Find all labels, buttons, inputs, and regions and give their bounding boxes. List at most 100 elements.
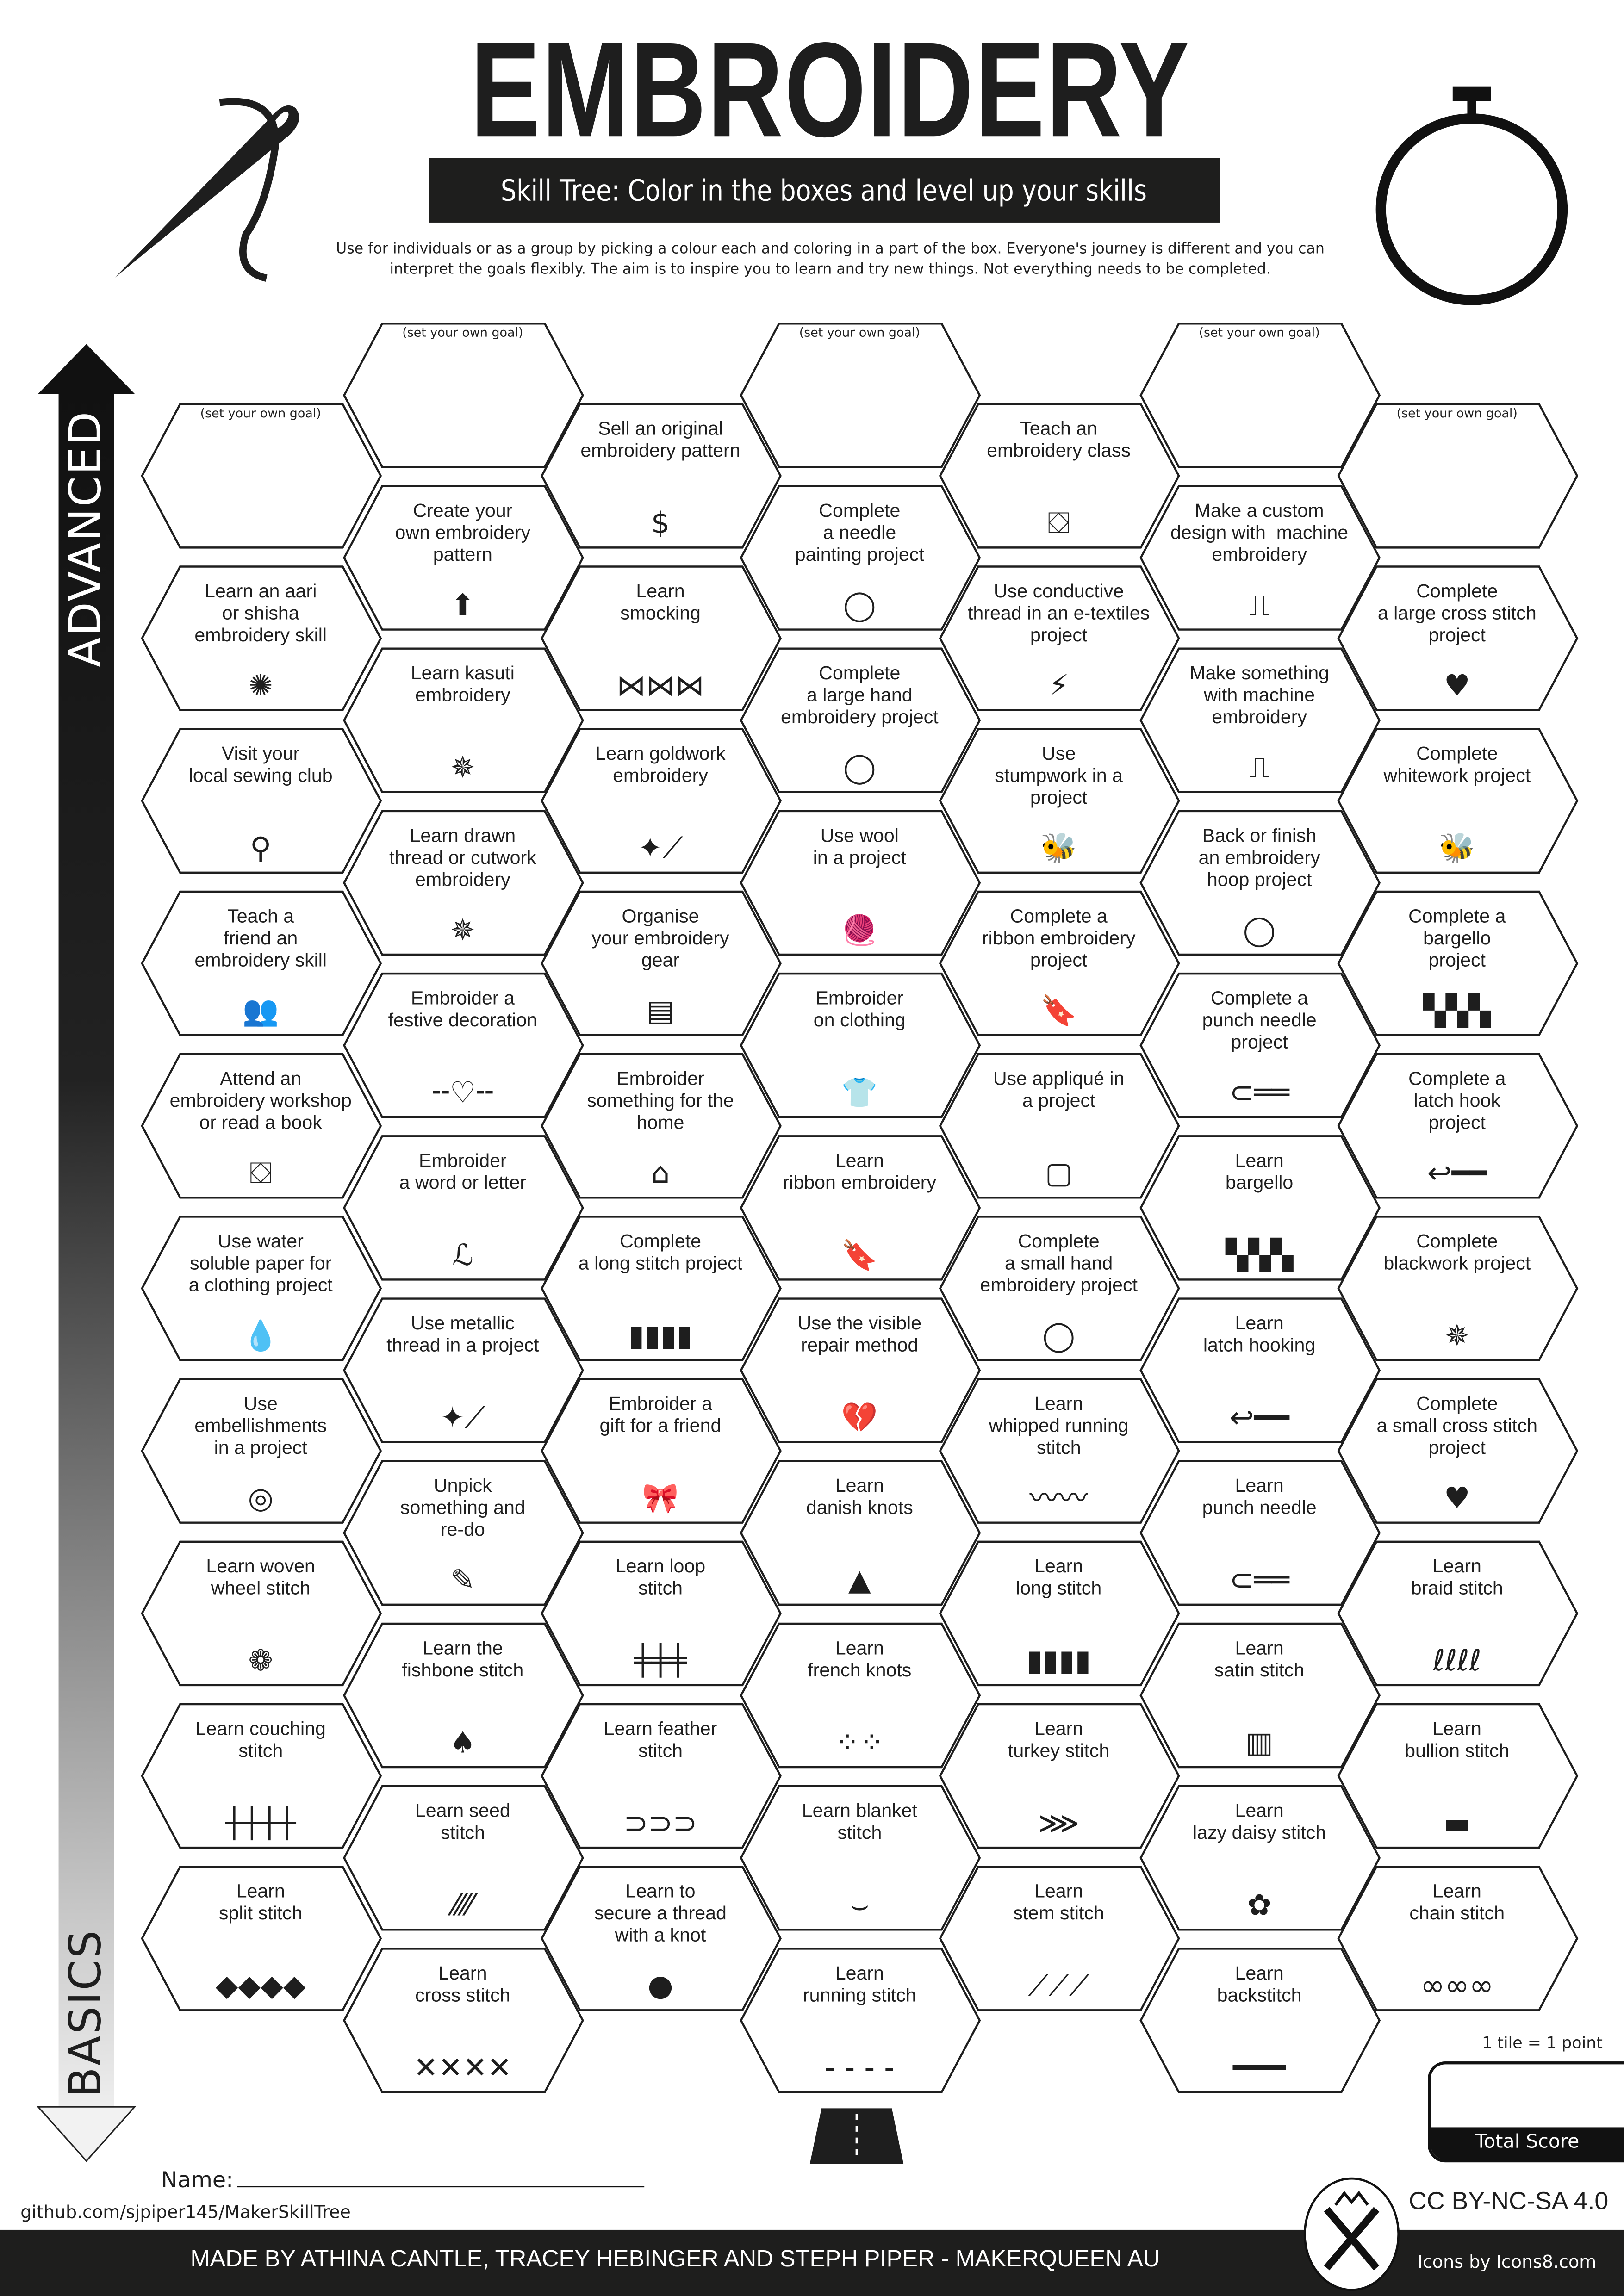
skill-tile[interactable]: Learn the fishbone stitch ♠ [342,1622,584,1769]
skill-tile[interactable]: Sell an original embroidery pattern $ [540,403,781,549]
skill-tile[interactable]: Learn running stitch - - - - [739,1947,980,2093]
tile-outline [1139,1460,1380,1606]
bee-icon: 🐝 [1040,830,1077,865]
skill-tile[interactable]: Learn goldwork embroidery ✦⟋ [540,728,781,874]
skill-tile[interactable]: Use metallic thread in a project ✦⟋ [342,1297,584,1443]
skill-tile[interactable]: Learn blanket stitch ⌣ [739,1785,980,1931]
skill-tile[interactable]: Learn kasuti embroidery ✵ [342,647,584,794]
skill-label: Complete a small cross stitch project [1376,1392,1538,1458]
tile-outline [938,1378,1180,1524]
instructions-line: Use for individuals or as a group by pic… [336,242,1325,258]
skill-tile[interactable]: Visit your local sewing club ⚲ [140,728,381,874]
skill-tile[interactable]: Learn an aari or shisha embroidery skill… [140,565,381,711]
github-link[interactable]: github.com/sjpiper145/MakerSkillTree [20,2202,351,2223]
tile-outline [938,890,1180,1036]
skill-tile[interactable]: Use wool in a project 🧶 [739,810,980,956]
skill-tile[interactable]: Use the visible repair method 💔 [739,1297,980,1443]
skill-tile[interactable]: Embroider a gift for a friend 🎀 [540,1378,781,1524]
skill-tile[interactable]: Learn whipped running stitch 〰〰 [938,1378,1180,1524]
skill-tile[interactable]: Complete whitework project 🐝 [1336,728,1578,874]
skill-tile[interactable]: Learn latch hooking ↩━━ [1139,1297,1380,1443]
skill-tile[interactable]: Learn seed stitch ⁄⁄⁄⁄ [342,1785,584,1931]
skill-tile[interactable]: Learn feather stitch ⊃⊃⊃ [540,1703,781,1849]
needle-thread-icon [114,98,299,282]
skill-label: Learn blanket stitch [802,1799,917,1843]
skill-tile[interactable]: Learn bullion stitch ▬ [1336,1703,1578,1849]
tile-outline [342,1948,584,2093]
tile-outline [342,1135,584,1281]
skill-tile[interactable]: Learn braid stitch ℓℓℓℓ [1336,1540,1578,1687]
skill-tile[interactable]: Teach an embroidery class ⛋ [938,403,1180,549]
tile-outline [739,1785,980,1931]
skill-tile[interactable]: Complete a latch hook project ↩━━ [1336,1053,1578,1199]
skill-tile[interactable]: Learn long stitch ▮▮▮▮ [938,1540,1180,1687]
skill-tile[interactable]: Learn woven wheel stitch ❁ [140,1540,381,1687]
skill-label: Teach a friend an embroidery skill [194,905,327,971]
skill-tile[interactable]: Learn drawn thread or cutwork embroidery… [342,810,584,956]
skill-tile[interactable]: Complete a needle painting project ◯ [739,484,980,631]
skill-tile[interactable]: Attend an embroidery workshop or read a … [140,1053,381,1199]
skill-tile[interactable]: Learn couching stitch ┼┼┼┼ [140,1703,381,1849]
skill-tile[interactable]: Use appliqué in a project ▢ [938,1053,1180,1199]
skill-tile[interactable]: Learn backstitch ━━━ [1139,1947,1380,2093]
skill-tile[interactable]: Learn smocking ⋈⋈⋈ [540,565,781,711]
skill-tile[interactable]: Learn loop stitch ╪╪╪ [540,1540,781,1687]
skill-tile[interactable]: (set your own goal) [1336,403,1578,549]
skill-tile[interactable]: Create your own embroidery pattern ⬆ [342,484,584,631]
skill-tile[interactable]: Learn turkey stitch ⋙ [938,1703,1180,1849]
skill-tile[interactable]: Use stumpwork in a project 🐝 [938,728,1180,874]
tile-outline [342,1297,584,1443]
skill-tile[interactable]: Organise your embroidery gear ▤ [540,890,781,1036]
skill-tile[interactable]: Complete a small cross stitch project ♥ [1336,1378,1578,1524]
tile-outline [140,728,381,874]
tile-outline [342,1785,584,1931]
skill-tile[interactable]: (set your own goal) [342,322,584,468]
skill-tile[interactable]: Complete a long stitch project ▮▮▮▮ [540,1215,781,1361]
skill-label: Use metallic thread in a project [386,1312,539,1356]
skill-tile[interactable]: (set your own goal) [739,322,980,468]
skill-tile[interactable]: (set your own goal) [1139,322,1380,468]
skill-tile[interactable]: Embroider a word or letter ℒ [342,1135,584,1281]
skill-tile[interactable]: Make a custom design with machine embroi… [1139,484,1380,631]
skill-tile[interactable]: Learn ribbon embroidery 🔖 [739,1135,980,1281]
skill-tile[interactable]: Use water soluble paper for a clothing p… [140,1215,381,1361]
skill-label: Learn cross stitch [415,1961,510,2006]
skill-tile[interactable]: Complete a small hand embroidery project… [938,1215,1180,1361]
tile-outline [739,1948,980,2093]
skill-tile[interactable]: Learn split stitch ◆◆◆◆ [140,1865,381,2011]
skill-tile[interactable]: Back or finish an embroidery hoop projec… [1139,810,1380,956]
skill-tile[interactable]: Complete a punch needle project ⊂══ [1139,972,1380,1118]
skill-tile[interactable]: Embroider something for the home ⌂ [540,1053,781,1199]
running-stitch-icon: - - - - [824,2049,895,2085]
total-score-box[interactable]: Total Score [1427,2061,1624,2163]
skill-tile[interactable]: Learn punch needle ⊂══ [1139,1460,1380,1606]
skill-tile[interactable]: Complete a large hand embroidery project… [739,647,980,794]
skill-tile[interactable]: Learn satin stitch ▥ [1139,1622,1380,1769]
skill-tile[interactable]: Learn cross stitch ✕✕✕✕ [342,1947,584,2093]
skill-tile[interactable]: Use conductive thread in an e-textiles p… [938,565,1180,711]
tile-outline [938,1866,1180,2011]
skill-label: Complete blackwork project [1383,1229,1531,1274]
basics-text: BASICS [61,1929,112,2097]
name-field[interactable] [237,2186,645,2188]
skill-tile[interactable]: Learn french knots ⁘⁘ [739,1622,980,1769]
skill-tile[interactable]: Use embellishments in a project ◎ [140,1378,381,1524]
skill-tile[interactable]: Embroider a festive decoration ╌♡╌ [342,972,584,1118]
skill-tile[interactable]: (set your own goal) [140,403,381,549]
skill-tile[interactable]: Learn stem stitch ⟋⟋⟋ [938,1865,1180,2011]
skill-tile[interactable]: Unpick something and re-do ✎ [342,1460,584,1606]
skill-tile[interactable]: Learn danish knots ▲ [739,1460,980,1606]
tile-outline [739,485,980,631]
skill-tile[interactable]: Complete a ribbon embroidery project 🔖 [938,890,1180,1036]
skill-tile[interactable]: Learn lazy daisy stitch ✿ [1139,1785,1380,1931]
skill-tile[interactable]: Learn chain stitch ∞∞∞ [1336,1865,1578,2011]
skill-tile[interactable]: Make something with machine embroidery ⎍ [1139,647,1380,794]
skill-tile[interactable]: Complete a bargello project ▚▚▚ [1336,890,1578,1036]
skill-tile[interactable]: Learn to secure a thread with a knot ● [540,1865,781,2011]
skill-tile[interactable]: Teach a friend an embroidery skill 👥 [140,890,381,1036]
skill-label: Learn woven wheel stitch [206,1555,315,1599]
skill-tile[interactable]: Complete blackwork project ✵ [1336,1215,1578,1361]
skill-tile[interactable]: Embroider on clothing 👕 [739,972,980,1118]
skill-tile[interactable]: Complete a large cross stitch project ♥ [1336,565,1578,711]
skill-tile[interactable]: Learn bargello ▚▚▚ [1139,1135,1380,1281]
